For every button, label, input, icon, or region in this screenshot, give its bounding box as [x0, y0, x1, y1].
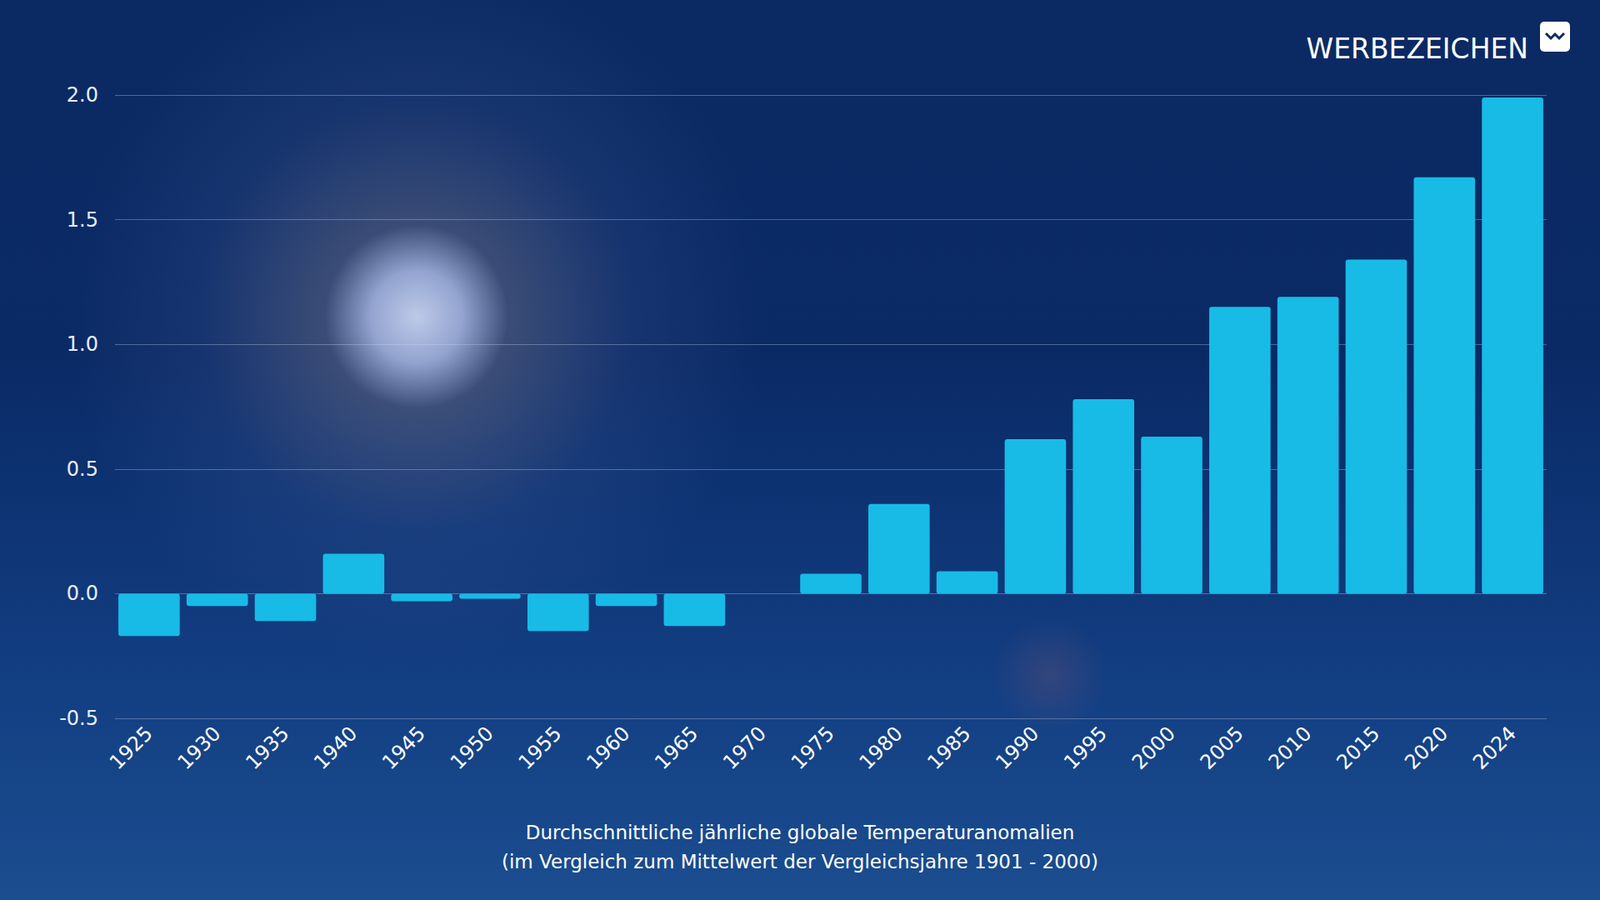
svg-text:Durchschnittliche jährliche gl: Durchschnittliche jährliche globale Temp…: [525, 821, 1075, 844]
svg-text:1965: 1965: [650, 721, 703, 775]
svg-text:0.0: 0.0: [66, 581, 99, 605]
svg-text:2.0: 2.0: [66, 83, 99, 107]
svg-text:2024: 2024: [1468, 721, 1521, 775]
svg-text:2010: 2010: [1264, 721, 1317, 775]
svg-text:1940: 1940: [309, 721, 362, 775]
svg-text:1955: 1955: [514, 721, 567, 775]
svg-text:0.5: 0.5: [66, 457, 99, 481]
svg-text:1935: 1935: [240, 721, 294, 775]
svg-text:1950: 1950: [445, 721, 499, 775]
svg-text:1960: 1960: [582, 721, 635, 775]
svg-text:1985: 1985: [923, 721, 976, 775]
svg-text:1930: 1930: [173, 721, 226, 775]
svg-text:1990: 1990: [990, 721, 1044, 775]
svg-text:1970: 1970: [718, 721, 771, 775]
svg-text:1980: 1980: [855, 721, 908, 775]
svg-text:1.0: 1.0: [66, 332, 99, 356]
svg-text:1.5: 1.5: [66, 208, 99, 232]
svg-text:1925: 1925: [105, 721, 158, 775]
svg-text:WERBEZEICHEN: WERBEZEICHEN: [1306, 32, 1529, 65]
svg-text:2020: 2020: [1400, 721, 1453, 775]
svg-text:(im Vergleich zum Mittelwert d: (im Vergleich zum Mittelwert der Verglei…: [501, 850, 1099, 873]
svg-text:1975: 1975: [786, 721, 840, 775]
svg-text:2000: 2000: [1127, 721, 1180, 775]
svg-text:2015: 2015: [1331, 721, 1385, 775]
svg-text:-0.5: -0.5: [59, 706, 99, 730]
svg-text:1945: 1945: [377, 721, 430, 775]
svg-text:1995: 1995: [1059, 721, 1112, 775]
svg-text:2005: 2005: [1195, 721, 1249, 775]
